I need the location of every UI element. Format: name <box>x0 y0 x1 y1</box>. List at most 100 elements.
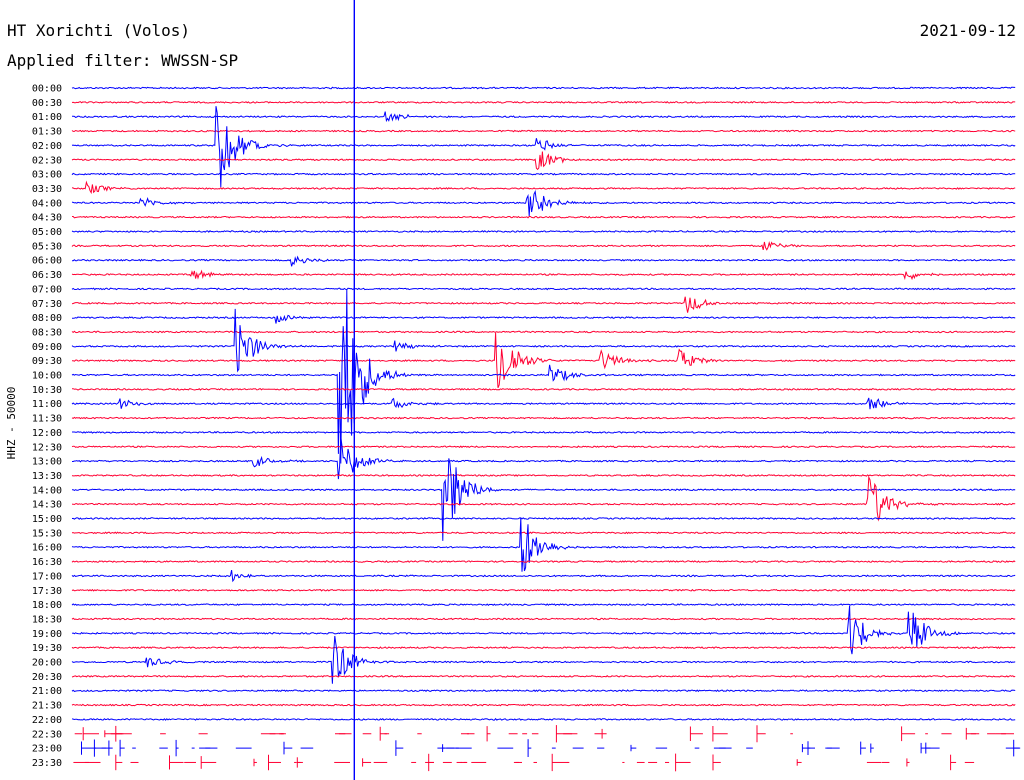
trace-row <box>71 689 1016 693</box>
trace-row <box>71 314 1016 324</box>
trace-row <box>71 230 1016 233</box>
row-label: 15:30 <box>32 528 62 539</box>
row-label: 02:00 <box>32 141 62 152</box>
trace-row <box>71 605 1016 655</box>
trace-row <box>72 255 1016 267</box>
trace-row <box>71 703 1016 707</box>
row-label: 10:30 <box>32 385 62 396</box>
trace-row <box>71 387 1016 391</box>
row-label: 09:00 <box>32 342 62 353</box>
trace-row <box>71 569 1016 583</box>
row-label: 12:00 <box>32 428 62 439</box>
trace-row <box>71 531 1016 535</box>
row-label: 23:30 <box>32 758 62 769</box>
row-label: 02:30 <box>32 155 62 166</box>
row-label: 05:00 <box>32 227 62 238</box>
trace-rows <box>71 86 1021 772</box>
row-label: 14:30 <box>32 500 62 511</box>
row-label: 13:00 <box>32 457 62 468</box>
station-title: HT Xorichti (Volos) <box>7 21 190 40</box>
trace-row <box>71 180 1016 195</box>
row-labels: 00:00 00:30 01:00 01:30 02:00 02:30 03:00 03:30… <box>32 84 62 769</box>
row-label: 21:00 <box>32 686 62 697</box>
row-label: 17:00 <box>32 571 62 582</box>
trace-row <box>71 397 1016 410</box>
trace-row <box>71 308 1016 373</box>
row-label: 00:30 <box>32 98 62 109</box>
trace-row <box>71 151 1016 171</box>
row-label: 18:00 <box>32 600 62 611</box>
row-label: 04:00 <box>32 198 62 209</box>
row-label: 03:00 <box>32 170 62 181</box>
trace-row <box>71 517 1016 572</box>
row-label: 22:30 <box>32 729 62 740</box>
trace-row <box>71 189 1016 217</box>
trace-row <box>71 172 1016 176</box>
channel-label: HHZ - 50000 <box>5 387 18 460</box>
row-label: 13:30 <box>32 471 62 482</box>
trace-row <box>71 86 1016 90</box>
row-label: 03:30 <box>32 184 62 195</box>
row-label: 22:00 <box>32 715 62 726</box>
row-label: 11:00 <box>32 399 62 410</box>
filter-subtitle: Applied filter: WWSSN-SP <box>7 51 238 70</box>
row-label: 01:30 <box>32 127 62 138</box>
trace-row <box>71 717 1016 721</box>
trace-row <box>71 269 1016 281</box>
row-label: 18:30 <box>32 614 62 625</box>
trace-row <box>71 106 1016 188</box>
trace-row <box>71 646 1016 650</box>
row-label: 17:30 <box>32 586 62 597</box>
trace-row <box>71 330 1016 334</box>
row-label: 16:00 <box>32 543 62 554</box>
date-label: 2021-09-12 <box>920 21 1016 40</box>
trace-row <box>72 436 1016 480</box>
trace-row <box>71 603 1016 606</box>
row-label: 20:00 <box>32 658 62 669</box>
row-label: 08:30 <box>32 327 62 338</box>
row-label: 21:30 <box>32 701 62 712</box>
trace-row <box>71 675 1016 678</box>
row-label: 07:30 <box>32 299 62 310</box>
row-label: 14:00 <box>32 485 62 496</box>
trace-row <box>71 635 1016 684</box>
trace-row <box>71 296 1016 313</box>
trace-row <box>71 445 1016 449</box>
trace-row <box>72 215 1016 219</box>
row-label: 19:00 <box>32 629 62 640</box>
row-label: 19:30 <box>32 643 62 654</box>
trace-row <box>71 517 1016 520</box>
trace-row <box>71 475 1016 522</box>
row-label: 12:30 <box>32 442 62 453</box>
row-label: 15:00 <box>32 514 62 525</box>
row-label: 23:00 <box>32 744 62 755</box>
row-label: 16:30 <box>32 557 62 568</box>
row-label: 04:30 <box>32 213 62 224</box>
trace-row <box>71 560 1016 563</box>
row-label: 20:30 <box>32 672 62 683</box>
row-label: 07:00 <box>32 284 62 295</box>
trace-row <box>71 474 1016 477</box>
row-label: 09:30 <box>32 356 62 367</box>
row-label: 06:30 <box>32 270 62 281</box>
row-label: 11:30 <box>32 414 62 425</box>
row-label: 00:00 <box>32 84 62 95</box>
trace-row <box>71 332 1016 388</box>
row-label: 08:00 <box>32 313 62 324</box>
trace-row <box>72 111 1016 123</box>
trace-row <box>71 617 1016 621</box>
row-label: 01:00 <box>32 112 62 123</box>
row-label: 10:00 <box>32 371 62 382</box>
trace-row <box>72 458 1016 541</box>
trace-row <box>71 289 1016 464</box>
trace-row <box>71 129 1016 133</box>
trace-row <box>71 100 1016 104</box>
trace-row <box>72 431 1016 434</box>
row-label: 05:30 <box>32 241 62 252</box>
trace-row <box>71 588 1016 592</box>
trace-row <box>71 287 1016 291</box>
trace-row <box>71 416 1016 420</box>
trace-row <box>71 240 1016 251</box>
row-label: 06:00 <box>32 256 62 267</box>
